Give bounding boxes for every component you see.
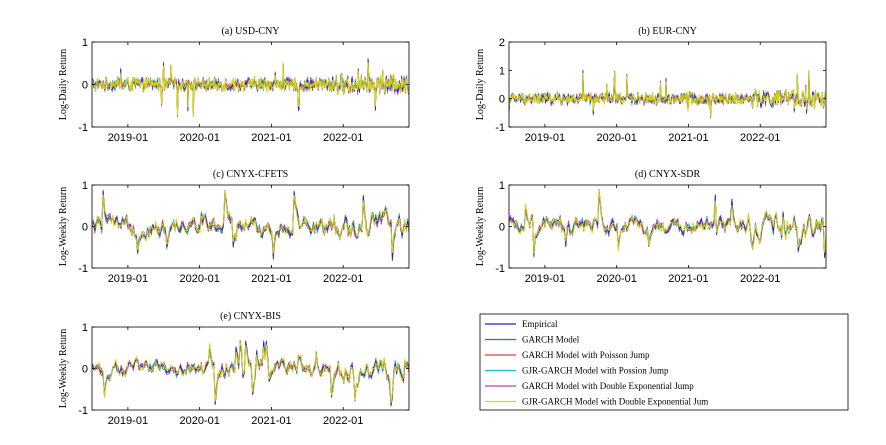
series-line-gjr-garch-model-with-possion-jump bbox=[509, 69, 826, 116]
y-tick-label: 2 bbox=[499, 37, 505, 49]
subplot-title: (c) CNYX-CFETS bbox=[213, 169, 288, 180]
series-line-empirical bbox=[509, 189, 826, 258]
x-tick-label: 2021-01 bbox=[668, 132, 708, 144]
legend-label: GJR-GARCH Model with Possion Jump bbox=[522, 366, 669, 376]
series-line-gjr-garch-model-with-double-exponential-jum bbox=[92, 62, 409, 117]
x-tick-label: 2020-01 bbox=[179, 415, 219, 427]
series-line-empirical bbox=[92, 341, 409, 406]
x-tick-label: 2019-01 bbox=[525, 273, 565, 285]
legend-label: GARCH Model with Double Exponential Jump bbox=[522, 381, 694, 391]
x-tick-label: 2020-01 bbox=[179, 132, 219, 144]
y-axis-label: Log-Weekly Return bbox=[58, 329, 69, 408]
series-line-empirical bbox=[92, 190, 409, 260]
subplot-3: -1 0 1 2019-01 2020-01 2021-01 2022-01 (c) CNYX… bbox=[58, 169, 410, 285]
y-tick-label: 1 bbox=[499, 65, 505, 77]
series-line-gjr-garch-model-with-double-exponential-jum bbox=[509, 190, 826, 254]
subplot-2: -1 0 1 2 2019-01 2020-01 2021-01 2022-01 (b) EUR… bbox=[475, 26, 827, 144]
subplot-4: -1 0 1 2019-01 2020-01 2021-01 2022-01 (d) CNYX… bbox=[475, 169, 827, 285]
series-line-garch-model-with-poisson-jump bbox=[92, 191, 409, 261]
x-tick-label: 2019-01 bbox=[108, 273, 148, 285]
x-tick-label: 2022-01 bbox=[740, 132, 780, 144]
y-axis-label: Log-Weekly Return bbox=[475, 187, 486, 266]
y-axis-label: Log-Weekly Return bbox=[58, 187, 69, 266]
y-tick-label: 1 bbox=[82, 180, 88, 192]
series-line-garch-model-with-double-exponential-jump bbox=[92, 57, 409, 118]
y-tick-label: -1 bbox=[78, 405, 88, 417]
x-tick-label: 2019-01 bbox=[525, 132, 565, 144]
y-tick-label: 0 bbox=[82, 80, 88, 92]
x-tick-label: 2021-01 bbox=[251, 132, 291, 144]
legend-label: Empirical bbox=[522, 319, 558, 329]
legend-box bbox=[479, 313, 849, 411]
x-tick-label: 2020-01 bbox=[179, 273, 219, 285]
x-tick-label: 2019-01 bbox=[108, 415, 148, 427]
series-line-gjr-garch-model-with-double-exponential-jum bbox=[92, 341, 409, 404]
x-tick-label: 2022-01 bbox=[323, 273, 363, 285]
x-tick-label: 2019-01 bbox=[108, 132, 148, 144]
y-tick-label: 0 bbox=[82, 222, 88, 234]
y-axis-label: Log-Daily Return bbox=[475, 49, 486, 120]
series-line-gjr-garch-model-with-double-exponential-jum bbox=[92, 190, 409, 254]
legend-label: GARCH Model bbox=[522, 335, 580, 345]
plot-area bbox=[91, 184, 410, 269]
y-tick-label: -1 bbox=[495, 263, 505, 275]
series-line-garch-model-with-double-exponential-jump bbox=[509, 71, 826, 114]
series-line-gjr-garch-model-with-possion-jump bbox=[92, 189, 409, 262]
legend-label: GJR-GARCH Model with Double Exponential … bbox=[522, 397, 708, 407]
series-line-empirical bbox=[509, 70, 826, 118]
legend-label: GARCH Model with Poisson Jump bbox=[522, 350, 650, 360]
x-tick-label: 2021-01 bbox=[251, 415, 291, 427]
legend: Empirical GARCH Model GARCH Model with Poi… bbox=[479, 313, 849, 411]
x-tick-label: 2020-01 bbox=[596, 132, 636, 144]
y-axis-label: Log-Daily Return bbox=[58, 49, 69, 120]
x-tick-label: 2022-01 bbox=[323, 132, 363, 144]
x-tick-label: 2020-01 bbox=[596, 273, 636, 285]
x-tick-label: 2022-01 bbox=[740, 273, 780, 285]
subplot-title: (b) EUR-CNY bbox=[638, 26, 697, 37]
y-tick-label: 0 bbox=[499, 222, 505, 234]
y-tick-label: 1 bbox=[82, 322, 88, 334]
subplot-title: (e) CNYX-BIS bbox=[220, 311, 281, 322]
y-tick-label: -1 bbox=[495, 122, 505, 134]
y-tick-label: 0 bbox=[499, 94, 505, 106]
y-tick-label: -1 bbox=[78, 263, 88, 275]
series-line-empirical bbox=[92, 58, 409, 117]
series-line-garch-model-with-poisson-jump bbox=[92, 62, 409, 115]
y-tick-label: 0 bbox=[82, 364, 88, 376]
subplot-title: (a) USD-CNY bbox=[221, 26, 279, 37]
series-line-garch-model bbox=[509, 70, 826, 115]
subplot-1: -1 0 1 2019-01 2020-01 2021-01 2022-01 (a) USD-… bbox=[58, 26, 410, 144]
subplot-5: -1 0 1 2019-01 2020-01 2021-01 2022-01 (e) CNYX… bbox=[58, 311, 410, 427]
y-tick-label: 1 bbox=[82, 37, 88, 49]
plot-area bbox=[508, 41, 827, 128]
x-tick-label: 2021-01 bbox=[251, 273, 291, 285]
series-line-gjr-garch-model-with-possion-jump bbox=[92, 60, 409, 117]
subplot-title: (d) CNYX-SDR bbox=[635, 169, 701, 180]
x-tick-label: 2022-01 bbox=[323, 415, 363, 427]
x-tick-label: 2021-01 bbox=[668, 273, 708, 285]
y-tick-label: 1 bbox=[499, 180, 505, 192]
y-tick-label: -1 bbox=[78, 122, 88, 134]
series-line-gjr-garch-model-with-double-exponential-jum bbox=[509, 70, 826, 117]
